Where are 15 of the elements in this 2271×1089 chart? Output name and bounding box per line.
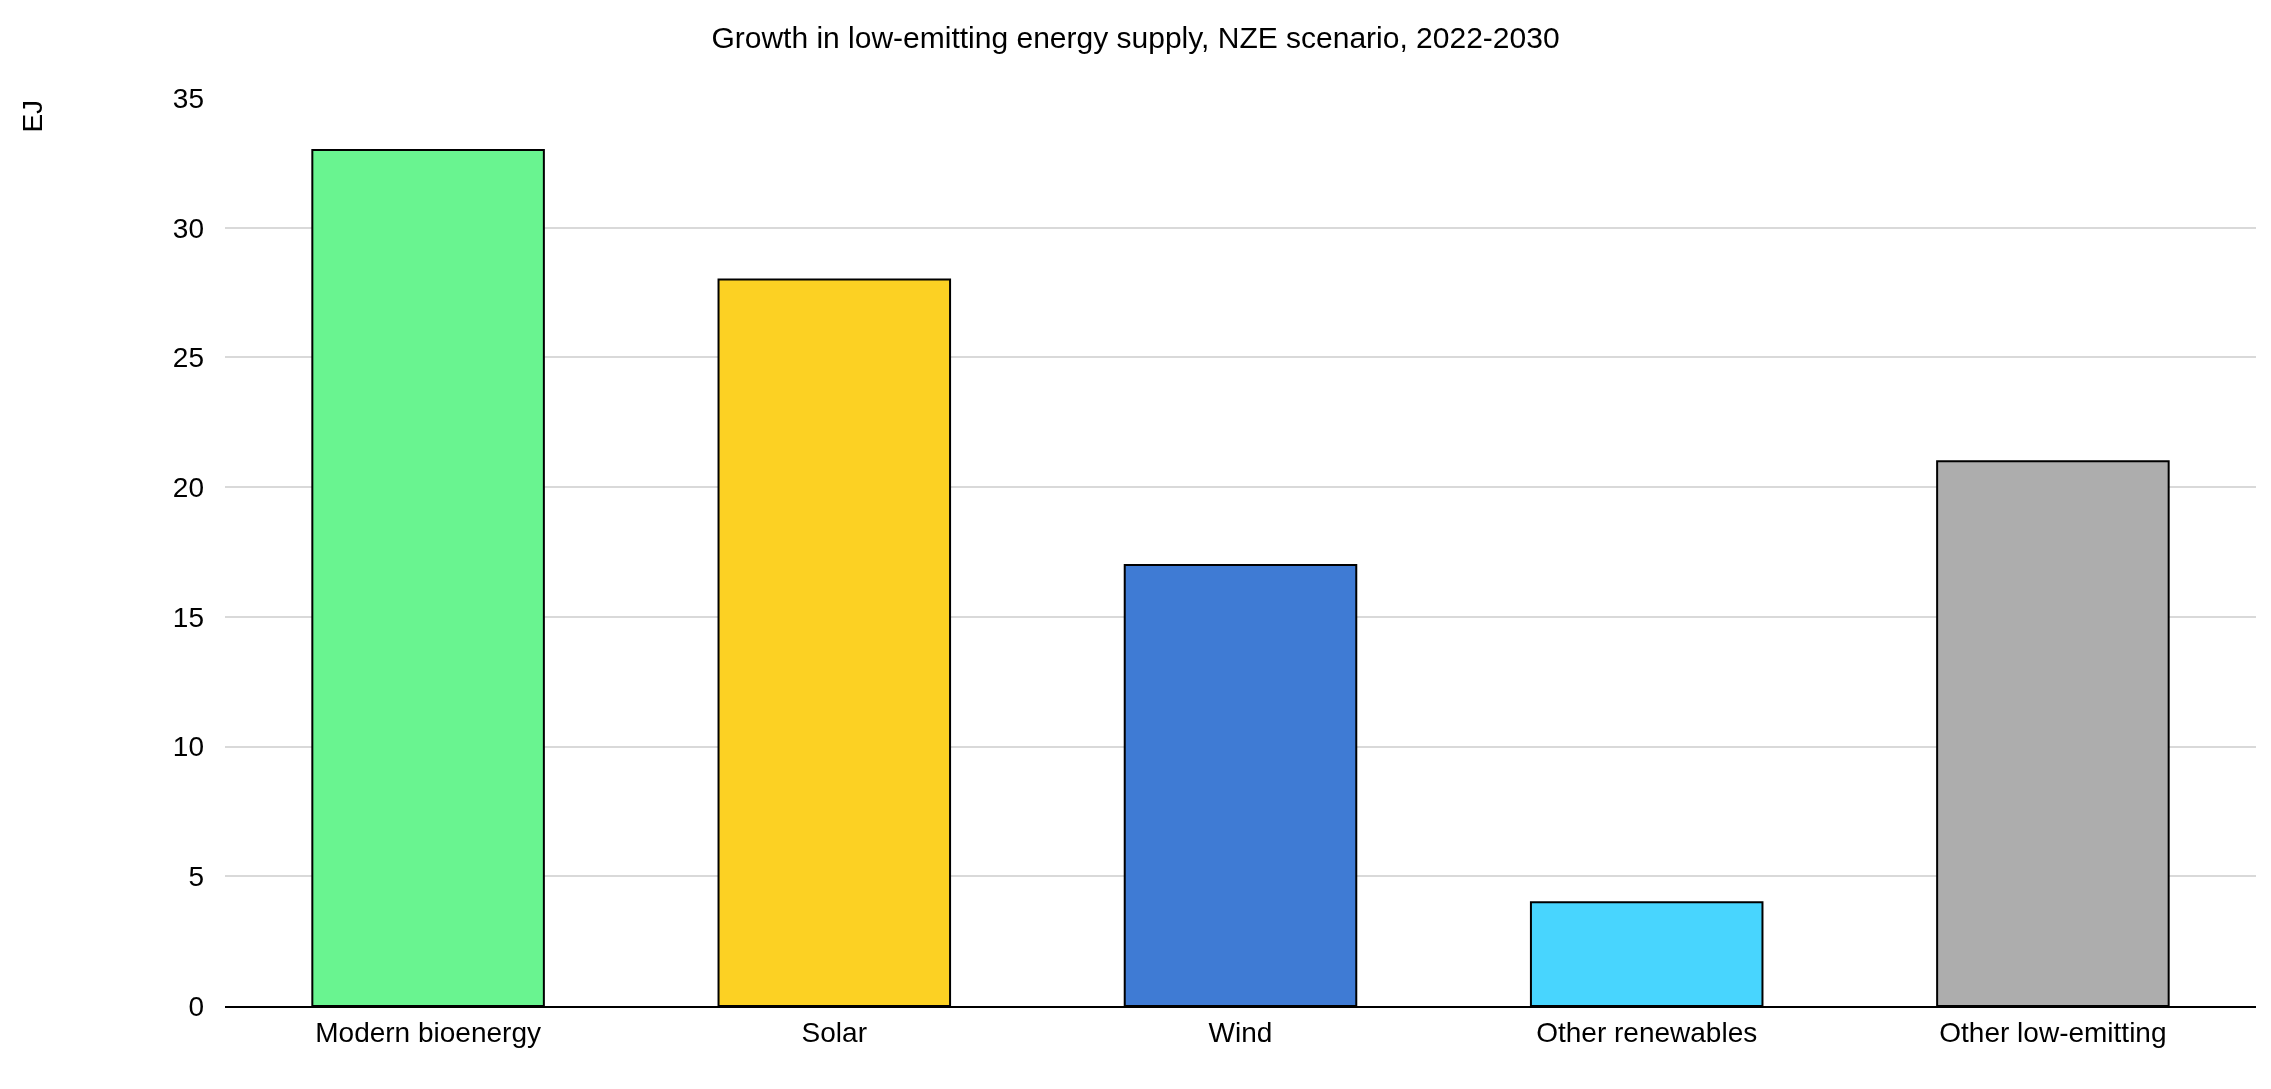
y-tick-label: 10 [172,731,204,763]
x-tick-label: Modern bioenergy [315,1016,541,1048]
chart-title: Growth in low-emitting energy supply, NZE scenario, 2022-2030 [711,21,1560,55]
y-tick-label: 30 [172,212,204,244]
y-tick-label: 20 [172,471,204,503]
y-tick-label: 15 [172,601,204,633]
x-tick-label: Solar [801,1016,867,1048]
y-axis-title: EJ [16,99,48,133]
y-tick-label: 35 [172,82,204,114]
y-tick-label: 5 [188,861,204,893]
y-tick-label: 0 [188,990,204,1022]
x-tick-label: Other renewables [1536,1016,1758,1048]
x-tick-label: Wind [1208,1016,1273,1048]
y-tick-label: 25 [172,342,204,374]
x-tick-label: Other low-emitting [1939,1016,2167,1048]
